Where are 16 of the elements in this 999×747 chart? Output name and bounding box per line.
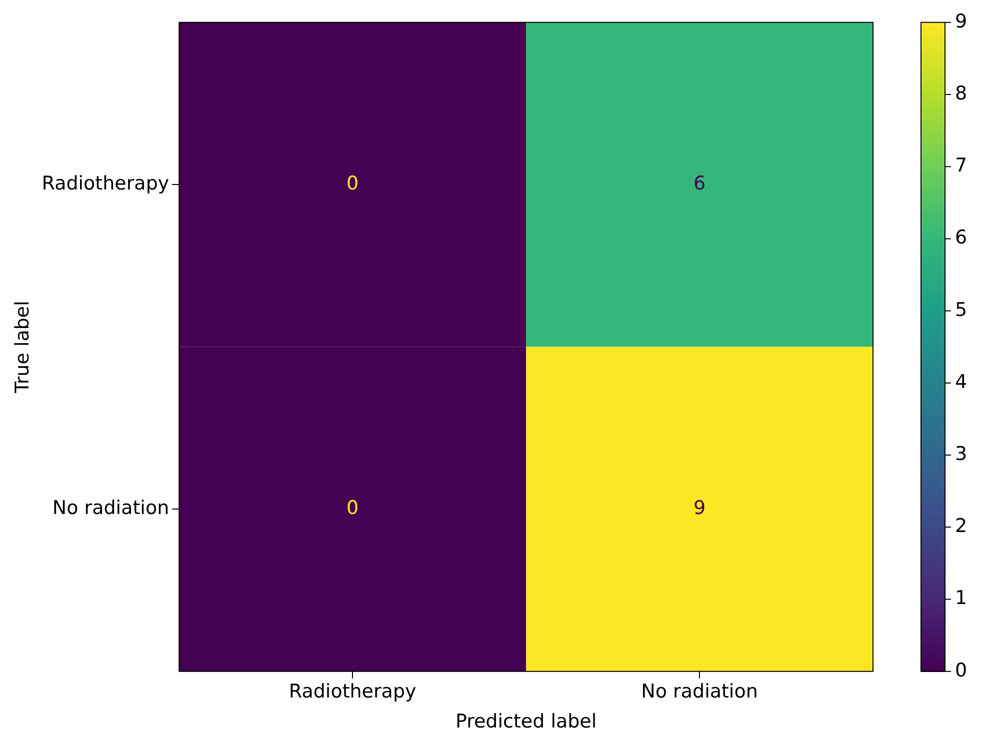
- color-bar-label: 5: [955, 298, 968, 321]
- data-label: 9: [693, 497, 706, 520]
- color-bar-label: 6: [955, 226, 968, 249]
- color-bar-label: 4: [955, 370, 968, 393]
- color-bar-label: 3: [955, 443, 968, 466]
- color-bar-label: 0: [955, 659, 968, 682]
- color-bar-label: 1: [955, 587, 968, 610]
- color-bar-label: 8: [955, 82, 968, 104]
- color-bar-label: 7: [955, 154, 968, 177]
- data-label: 0: [346, 172, 359, 195]
- color-bar-label: 2: [955, 515, 968, 538]
- x-axis-title: Predicted label: [455, 710, 597, 733]
- color-bar-label: 9: [955, 10, 968, 32]
- data-label: 6: [693, 172, 706, 195]
- data-label: 0: [346, 497, 359, 520]
- y-axis-title: True label: [11, 300, 34, 394]
